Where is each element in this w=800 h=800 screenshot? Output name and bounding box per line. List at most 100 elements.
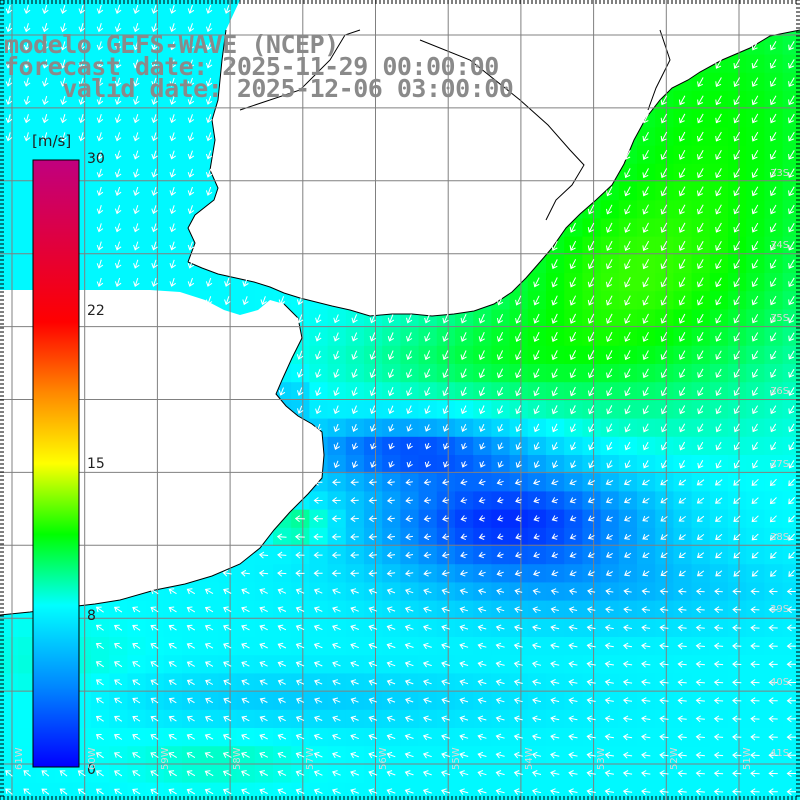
lon-label-56w: 56W (378, 747, 389, 770)
wind-arrow (551, 423, 558, 433)
wind-arrow (150, 770, 159, 777)
wind-arrow (606, 423, 613, 433)
wind-arrow (313, 588, 323, 595)
wind-arrow (732, 588, 742, 595)
wind-arrow (606, 386, 613, 397)
wind-arrow (606, 222, 613, 233)
wind-arrow (114, 59, 122, 69)
wind-arrow (477, 660, 487, 668)
wind-arrow (186, 770, 196, 777)
wind-arrow (259, 624, 268, 631)
wind-arrow (513, 624, 523, 632)
wind-arrow (642, 186, 649, 197)
wind-arrow (715, 113, 722, 124)
wind-arrow (732, 733, 742, 741)
wind-arrow (587, 551, 595, 558)
wind-arrow (733, 295, 741, 306)
wind-arrow (495, 751, 505, 759)
lat-label-33s: 33S (770, 168, 790, 179)
wind-arrow (42, 95, 49, 105)
wind-arrow (569, 277, 577, 288)
wind-arrow (568, 697, 578, 704)
wind-arrow (696, 534, 705, 540)
wind-arrow (186, 697, 195, 704)
wind-arrow (550, 642, 560, 650)
wind-arrow (587, 313, 595, 324)
wind-arrow (533, 313, 540, 324)
wind-arrow (532, 697, 542, 704)
title-valid-date: valid date: 2025-12-06 03:00:00 (4, 74, 514, 103)
wind-arrow (168, 642, 177, 649)
wind-arrow (659, 660, 669, 668)
wind-arrow (715, 59, 722, 69)
wind-arrow (496, 478, 504, 486)
wind-arrow (515, 497, 522, 504)
wind-arrow (733, 95, 741, 106)
wind-arrow (477, 715, 487, 723)
wind-arrow (569, 386, 576, 397)
wind-arrow (550, 588, 559, 595)
wind-arrow (533, 460, 541, 469)
wind-arrow (259, 715, 268, 722)
wind-arrow (551, 515, 559, 522)
wind-arrow (23, 4, 31, 15)
wind-speed-cell (0, 618, 19, 638)
wind-arrow (60, 132, 67, 142)
wind-arrow (477, 788, 487, 795)
wind-arrow (588, 405, 595, 415)
wind-arrow (331, 497, 341, 504)
wind-arrow (258, 551, 269, 559)
wind-arrow (368, 515, 377, 523)
wind-arrow (624, 313, 631, 324)
wind-arrow (660, 515, 668, 522)
wind-arrow (460, 368, 467, 379)
wind-arrow (332, 679, 341, 686)
wind-speed-cell (0, 637, 19, 656)
wind-arrow (132, 661, 141, 668)
wind-arrow (624, 386, 631, 397)
wind-arrow (459, 679, 469, 686)
wind-arrow (587, 570, 595, 577)
wind-arrow (333, 460, 340, 469)
wind-arrow (659, 788, 669, 795)
wind-arrow (259, 588, 268, 595)
wind-arrow (96, 4, 104, 15)
wind-arrow (241, 788, 250, 795)
wind-arrow (495, 642, 505, 650)
lat-label-37s: 37S (770, 459, 790, 470)
wind-arrow (151, 23, 158, 33)
wind-arrow (660, 368, 668, 379)
wind-arrow (641, 624, 651, 632)
wind-arrow (623, 588, 632, 595)
wind-arrow (78, 4, 85, 15)
wind-arrow (277, 606, 287, 613)
wind-arrow (713, 697, 724, 705)
wind-arrow (788, 41, 795, 51)
wind-speed-cell (18, 236, 37, 256)
wind-arrow (222, 770, 232, 777)
wind-arrow (586, 660, 596, 668)
wind-arrow (459, 588, 468, 595)
wind-arrow (496, 606, 505, 613)
wind-arrow (187, 277, 195, 287)
wind-arrow (606, 405, 613, 415)
wind-arrow (78, 132, 85, 142)
wind-arrow (678, 534, 686, 540)
wind-arrow (386, 660, 396, 668)
wind-arrow (368, 606, 378, 613)
wind-arrow (350, 751, 359, 759)
wind-arrow (259, 679, 268, 686)
wind-speed-cell (0, 200, 19, 219)
wind-arrow (642, 405, 649, 415)
wind-arrow (42, 4, 49, 14)
wind-arrow (442, 424, 450, 432)
wind-arrow (768, 642, 778, 650)
wind-arrow (769, 204, 777, 215)
wind-arrow (96, 168, 104, 178)
wind-arrow (715, 186, 722, 197)
wind-arrow (697, 386, 704, 397)
wind-arrow (587, 350, 595, 361)
wind-arrow (550, 624, 560, 632)
wind-arrow (679, 405, 686, 415)
wind-arrow (187, 23, 195, 33)
